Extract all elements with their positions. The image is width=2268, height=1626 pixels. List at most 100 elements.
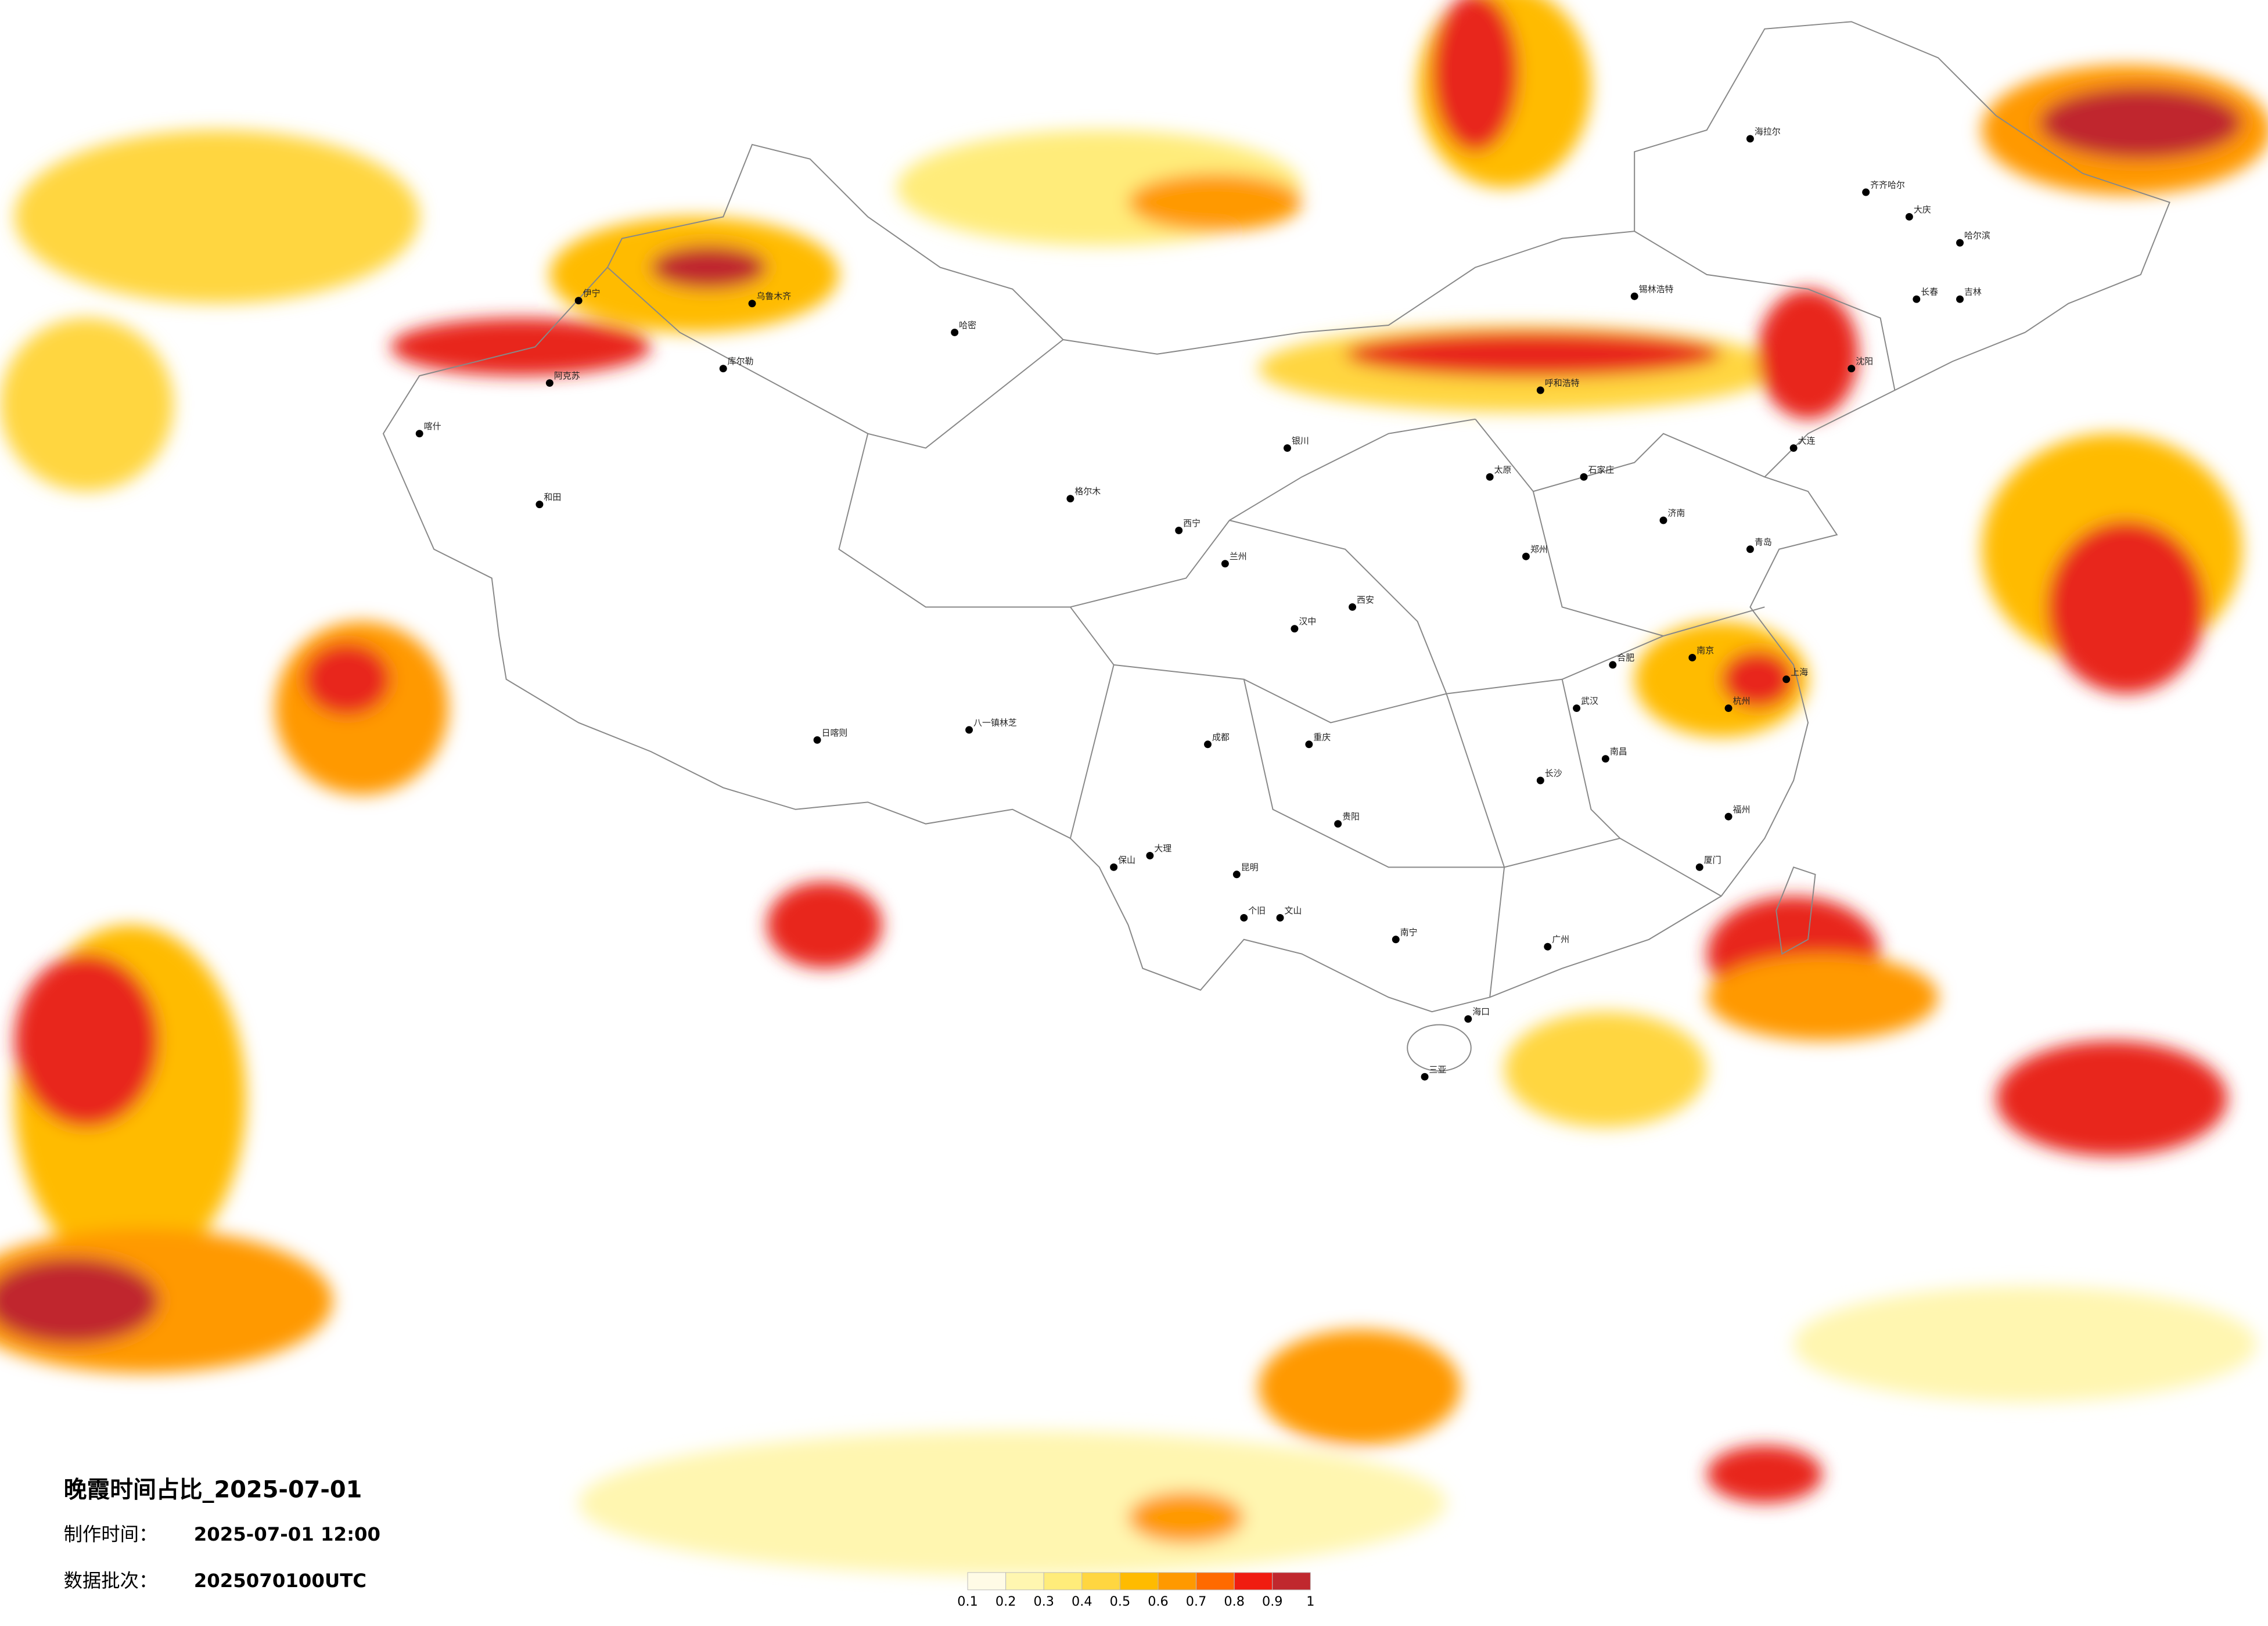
city-dot: [574, 297, 583, 305]
city-dot: [1175, 526, 1183, 534]
city-dot: [965, 726, 973, 734]
city-label: 西宁: [1183, 518, 1201, 528]
city-dot: [719, 365, 727, 373]
city-label: 呼和浩特: [1545, 378, 1580, 388]
city-label: 格尔木: [1074, 486, 1101, 497]
city-dot: [415, 430, 423, 438]
batch-label: 数据批次：: [64, 1570, 158, 1592]
borders: [382, 21, 2170, 1072]
city-dot: [1905, 213, 1913, 221]
city-dot: [1630, 292, 1638, 300]
city-label: 郑州: [1530, 544, 1548, 555]
city-dot: [1746, 545, 1754, 553]
city-dot: [1580, 473, 1588, 481]
city-dot: [1724, 812, 1733, 821]
city-dot: [1695, 863, 1703, 871]
city-dot: [1862, 188, 1870, 196]
city-label: 吉林: [1964, 287, 1982, 297]
city-label: 武汉: [1581, 696, 1598, 706]
city-label: 兰州: [1230, 551, 1247, 562]
made-time: 2025-07-01 12:00: [194, 1523, 380, 1545]
city-label: 沈阳: [1856, 356, 1873, 366]
city-dot: [1522, 552, 1530, 560]
city-dot: [545, 379, 553, 387]
city-dot: [1284, 444, 1291, 452]
city-dot: [1276, 913, 1284, 922]
city-label: 长沙: [1545, 768, 1562, 779]
city-dot: [1848, 365, 1856, 373]
legend-swatch: [1119, 1572, 1159, 1591]
city-label: 福州: [1733, 804, 1751, 815]
city-dot: [535, 501, 544, 509]
city-label: 杭州: [1733, 696, 1751, 706]
city-dot: [1232, 870, 1241, 879]
city-dot: [1536, 386, 1544, 394]
city-label: 三亚: [1429, 1064, 1447, 1075]
city-label: 青岛: [1755, 537, 1772, 547]
legend-swatch: [1234, 1572, 1273, 1591]
city-dot: [1421, 1073, 1429, 1081]
city-label: 哈密: [959, 320, 976, 330]
batch: 2025070100UTC: [194, 1570, 366, 1592]
city-label: 太原: [1494, 465, 1512, 475]
city-label: 锡林浩特: [1639, 284, 1674, 294]
city-label: 汉中: [1299, 616, 1316, 627]
city-label: 上海: [1791, 667, 1808, 677]
legend-swatch: [1158, 1572, 1197, 1591]
city-label: 长春: [1921, 287, 1938, 297]
legend-swatch: [967, 1572, 1007, 1591]
legend-tick-label: 0.2: [995, 1594, 1016, 1609]
city-label: 海拉尔: [1755, 126, 1781, 136]
city-dot: [1789, 444, 1798, 452]
city-dot: [1305, 740, 1313, 749]
city-dot: [951, 328, 959, 336]
legend-tick-label: 0.3: [1033, 1594, 1054, 1609]
city-label: 南昌: [1610, 746, 1627, 757]
city-label: 喀什: [424, 421, 441, 431]
heatmap: [0, 0, 2268, 1575]
city-label: 银川: [1292, 436, 1309, 446]
city-dot: [1392, 936, 1400, 944]
city-dot: [1746, 135, 1754, 143]
city-dot: [1956, 239, 1964, 247]
city-label: 石家庄: [1588, 465, 1614, 475]
city-label: 个旧: [1248, 905, 1266, 916]
city-dot: [1536, 776, 1544, 785]
city-dot: [1110, 863, 1118, 871]
city-dot: [1066, 495, 1074, 503]
legend-swatch: [1005, 1572, 1044, 1591]
city-dot: [1291, 625, 1299, 633]
city-dot: [1240, 913, 1248, 922]
city-label: 重庆: [1313, 732, 1331, 742]
city-dot: [1221, 560, 1229, 568]
city-label: 保山: [1118, 855, 1135, 865]
legend-tick-label: 0.9: [1262, 1594, 1283, 1609]
made-label: 制作时间：: [64, 1523, 158, 1545]
city-dot: [1688, 653, 1696, 661]
legend-tick-label: 0.1: [957, 1594, 978, 1609]
city-label: 齐齐哈尔: [1870, 180, 1905, 190]
city-dot: [1724, 704, 1733, 713]
city-dot: [1464, 1015, 1472, 1023]
city-label: 大连: [1798, 436, 1816, 446]
city-label: 哈尔滨: [1964, 231, 1990, 241]
city-label: 大理: [1154, 843, 1171, 854]
city-dot: [1349, 603, 1357, 611]
city-dot: [1956, 295, 1964, 303]
city-label: 库尔勒: [728, 356, 754, 366]
city-dot: [813, 736, 821, 744]
legend-tick-label: 0.8: [1224, 1594, 1245, 1609]
city-label: 济南: [1667, 508, 1685, 519]
city-label: 西安: [1357, 595, 1374, 605]
legend-tick-label: 0.5: [1110, 1594, 1131, 1609]
city-label: 昆明: [1241, 862, 1259, 872]
city-label: 伊宁: [583, 288, 601, 298]
city-label: 广州: [1552, 934, 1569, 945]
city-dot: [748, 300, 756, 308]
city-label: 文山: [1285, 905, 1302, 916]
legend-swatch: [1081, 1572, 1120, 1591]
city-label: 乌鲁木齐: [756, 291, 791, 301]
